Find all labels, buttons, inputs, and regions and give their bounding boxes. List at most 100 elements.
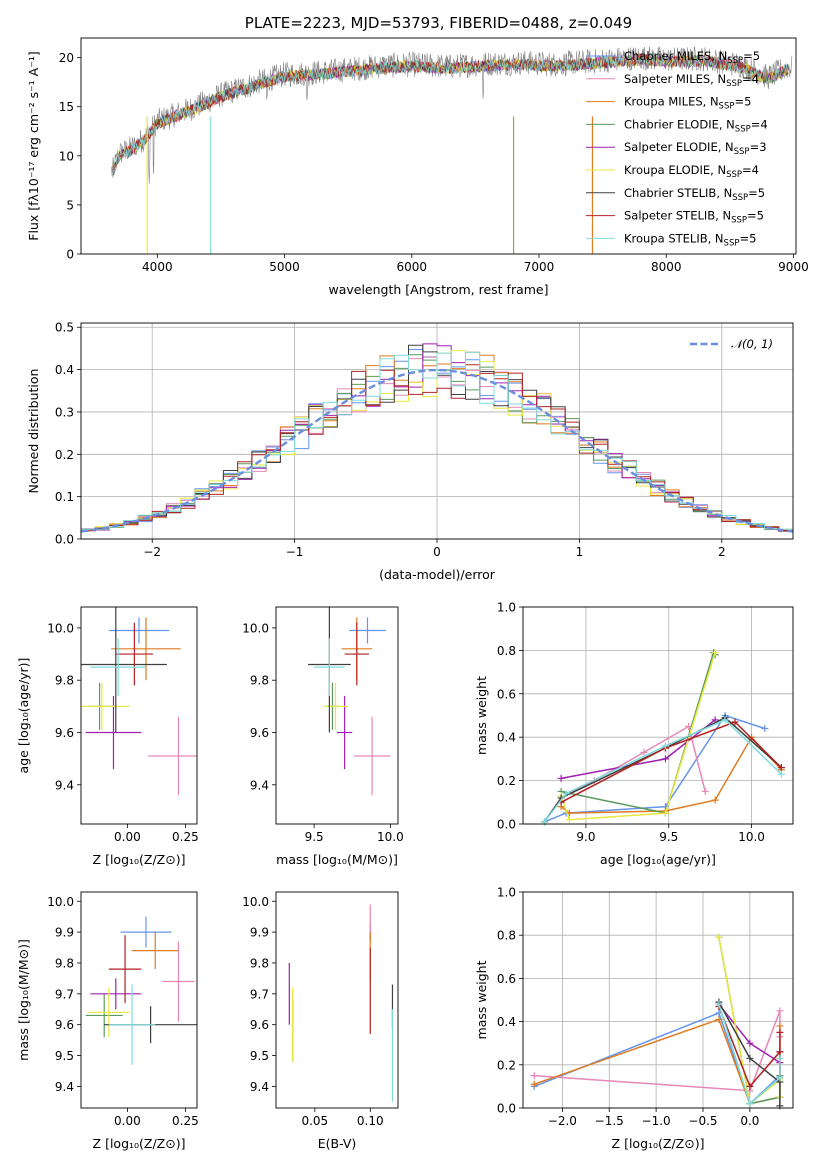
y-tick-label: 10.0	[47, 621, 74, 635]
weight-series-line	[718, 937, 781, 1106]
y-tick-label: 10.0	[242, 895, 269, 909]
y-axis-label: mass [log₁₀(M/M⊙)]	[16, 939, 31, 1061]
axes-frame	[275, 606, 399, 825]
weight-series-line	[718, 937, 781, 1105]
x-tick-label: 0.00	[114, 1114, 141, 1128]
mass_vs_ebv-axes: 0.05 0.10 9.4 9.5 9.6 9.7 9.8 9.9 10.0	[242, 895, 383, 1128]
weight-point-marker	[761, 725, 769, 733]
weight-point-marker	[777, 764, 785, 772]
weight-point-marker	[530, 1080, 538, 1088]
x-tick-label: 0.00	[114, 830, 141, 844]
y-tick-label: 0.4	[55, 363, 74, 377]
y-axis-label: Flux [fλ10⁻¹⁷ erg cm⁻² s⁻¹ A⁻¹]	[26, 51, 41, 240]
weight-series-line	[718, 1006, 781, 1088]
y-tick-label: 1.0	[497, 886, 516, 900]
y-tick-label: 9.8	[250, 956, 269, 970]
weight-point-marker	[776, 1048, 784, 1056]
x-axis-label: Z [log₁₀(Z/Z⊙)]	[93, 1136, 186, 1151]
y-tick-label: 10.0	[242, 621, 269, 635]
age_vs_mass-axes: 9.5 10.0 9.4 9.6 9.8 10.0	[242, 621, 403, 844]
y-tick-label: 0.2	[497, 1058, 516, 1072]
y-axis-label: mass weight	[474, 960, 489, 1039]
spectrum-legend: Chabrier MILES, NSSP=5 Salpeter MILES, NS…	[586, 49, 768, 248]
y-tick-label: 9.4	[250, 1080, 269, 1094]
weight-point-marker	[776, 1074, 784, 1082]
y-tick-label: 0.0	[497, 818, 516, 832]
x-tick-label: −1.5	[595, 1114, 624, 1128]
weight-point-marker	[565, 816, 573, 824]
y-tick-label: 0.2	[497, 774, 516, 788]
weight-series-line	[534, 1012, 781, 1106]
y-tick-label: 9.4	[55, 1080, 74, 1094]
legend-label: Salpeter STELIB, NSSP=5	[624, 209, 764, 226]
age_vs_Z-axes: 0.00 0.25 9.4 9.6 9.8 10.0	[47, 621, 198, 844]
y-tick-label: 9.8	[55, 956, 74, 970]
y-tick-label: 0.5	[55, 321, 74, 335]
mass_vs_Z-axes: 0.00 0.25 9.4 9.5 9.6 9.7 9.8 9.9 10.0	[47, 895, 198, 1128]
y-tick-label: 15	[59, 100, 74, 114]
legend-label: Kroupa MILES, NSSP=5	[624, 95, 751, 112]
x-tick-label: 9.5	[305, 830, 324, 844]
weights_vs_Z-axes: −2.0 −1.5 −1.0 −0.5 0.0 0.0 0.2 0.4 0.6 0.8 1.0	[497, 886, 793, 1128]
x-axis-label: wavelength [Angstrom, rest frame]	[328, 282, 548, 297]
weight-series-line	[534, 1018, 781, 1105]
weight-point-marker	[776, 1028, 784, 1036]
weight-series-line	[560, 735, 782, 814]
x-axis-label: Z [log₁₀(Z/Z⊙)]	[93, 852, 186, 867]
y-tick-label: 0.2	[55, 448, 74, 462]
y-tick-label: 10.0	[47, 895, 74, 909]
x-tick-label: 0.25	[172, 830, 199, 844]
x-tick-label: −1.0	[642, 1114, 671, 1128]
legend-label: Salpeter MILES, NSSP=4	[624, 72, 759, 89]
y-tick-label: 0.4	[497, 1015, 516, 1029]
x-tick-label: 8000	[651, 260, 682, 274]
x-tick-label: −2	[143, 545, 161, 559]
axes-frame	[275, 891, 399, 1109]
y-tick-label: 9.6	[55, 1018, 74, 1032]
weight-point-marker	[562, 790, 570, 798]
x-tick-label: 9.0	[576, 830, 595, 844]
x-tick-label: 10.0	[738, 830, 765, 844]
weight-point-marker	[661, 755, 669, 763]
y-tick-label: 9.8	[55, 674, 74, 688]
x-tick-label: 7000	[524, 260, 555, 274]
y-tick-label: 9.5	[250, 1049, 269, 1063]
weight-point-marker	[746, 1082, 754, 1090]
weight-point-marker	[746, 1054, 754, 1062]
x-tick-label: −0.5	[688, 1114, 717, 1128]
weight-point-marker	[776, 1022, 784, 1030]
legend-label: Kroupa ELODIE, NSSP=4	[624, 163, 759, 180]
y-axis-label: age [log₁₀(age/yr)]	[16, 658, 31, 774]
axes-frame	[80, 322, 794, 540]
weight-point-marker	[557, 774, 565, 782]
x-tick-label: 9000	[778, 260, 809, 274]
chart-title: PLATE=2223, MJD=53793, FIBERID=0488, z=0…	[245, 14, 632, 32]
residual-histogram	[81, 351, 793, 534]
weight-point-marker	[640, 748, 648, 756]
axes-frame	[522, 606, 794, 825]
y-tick-label: 9.6	[250, 726, 269, 740]
weight-point-marker	[701, 787, 709, 795]
y-tick-label: 9.5	[55, 1049, 74, 1063]
legend-label: Kroupa STELIB, NSSP=5	[624, 231, 756, 248]
y-tick-label: 9.9	[55, 926, 74, 940]
legend-label: Chabrier MILES, NSSP=5	[624, 49, 760, 66]
weight-point-marker	[661, 809, 669, 817]
y-tick-label: 0.6	[497, 972, 516, 986]
y-tick-label: 0.8	[497, 644, 516, 658]
weight-point-marker	[748, 733, 756, 741]
y-tick-label: 9.4	[250, 778, 269, 792]
x-tick-label: 0	[433, 545, 441, 559]
x-axis-label: (data-model)/error	[379, 567, 496, 582]
weight-series-line	[560, 652, 716, 821]
x-tick-label: 0.05	[301, 1114, 328, 1128]
y-axis-label: mass weight	[474, 676, 489, 755]
y-tick-label: 0	[66, 248, 74, 262]
y-tick-label: 20	[59, 51, 74, 65]
y-tick-label: 9.6	[55, 726, 74, 740]
spectrum-model-line	[112, 54, 789, 174]
x-axis-label: E(B-V)	[318, 1136, 357, 1151]
weight-point-marker	[746, 1039, 754, 1047]
weight-point-marker	[746, 1100, 754, 1108]
x-tick-label: 1	[576, 545, 584, 559]
